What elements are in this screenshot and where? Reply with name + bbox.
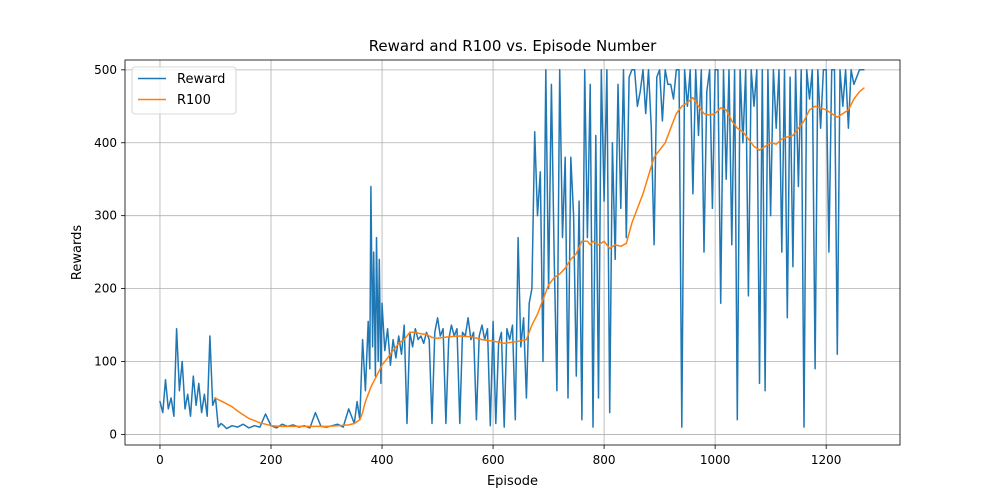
y-tick-label: 200 <box>94 282 117 296</box>
y-tick-label: 100 <box>94 355 117 369</box>
y-axis-ticks: 0 100 200 300 400 500 <box>94 63 125 441</box>
y-tick-label: 0 <box>109 427 117 441</box>
y-tick-label: 400 <box>94 136 117 150</box>
chart-title: Reward and R100 vs. Episode Number <box>369 37 657 55</box>
x-tick-label: 1200 <box>811 453 842 467</box>
x-tick-label: 400 <box>371 453 394 467</box>
x-tick-label: 1000 <box>700 453 731 467</box>
x-tick-label: 800 <box>593 453 616 467</box>
x-tick-label: 0 <box>156 453 164 467</box>
x-tick-label: 200 <box>260 453 283 467</box>
data-lines <box>159 69 865 430</box>
series-line-reward <box>159 69 865 430</box>
y-tick-label: 500 <box>94 63 117 77</box>
legend-label-reward: Reward <box>177 72 225 87</box>
y-tick-label: 300 <box>94 209 117 223</box>
x-tick-label: 600 <box>482 453 505 467</box>
x-axis-ticks: 0 200 400 600 800 1000 1200 <box>156 445 841 467</box>
y-axis-label: Rewards <box>70 225 85 280</box>
series-line-r100 <box>214 87 865 428</box>
legend-label-r100: R100 <box>177 93 211 108</box>
axes-frame <box>124 59 901 446</box>
legend: Reward R100 <box>131 66 237 115</box>
x-axis-label: Episode <box>487 474 538 489</box>
